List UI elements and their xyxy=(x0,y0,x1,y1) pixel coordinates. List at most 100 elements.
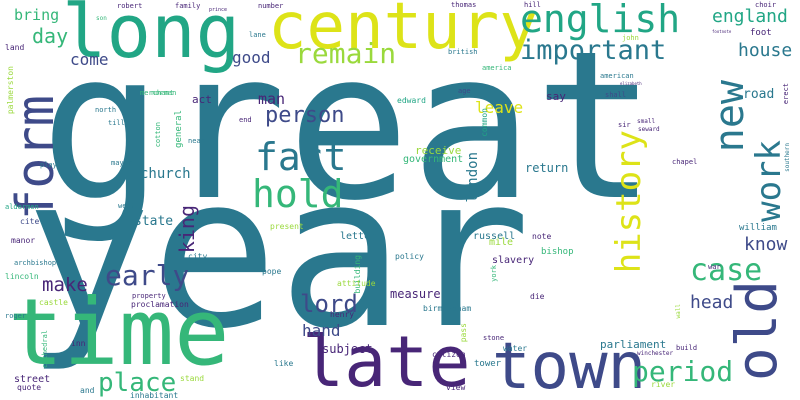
word-winchester: winchester xyxy=(637,350,674,357)
word-aldermen: aldermen xyxy=(5,203,39,211)
word-year: year xyxy=(25,130,531,375)
word-prince: prince xyxy=(209,7,228,13)
word-work: work xyxy=(749,140,789,222)
word-number: number xyxy=(258,2,284,10)
word-person: person xyxy=(265,103,345,128)
word-play: play xyxy=(40,161,57,169)
word-near: near xyxy=(188,137,205,145)
word-cite: cite xyxy=(20,217,40,226)
word-north: north xyxy=(95,106,117,114)
word-thomas: thomas xyxy=(451,1,477,9)
word-son: son xyxy=(96,15,107,22)
word-say: say xyxy=(546,90,566,103)
word-late: late xyxy=(302,321,471,400)
word-form: form xyxy=(6,95,66,221)
word-bring: bring xyxy=(14,6,60,24)
word-english: english xyxy=(520,0,681,41)
word-england: england xyxy=(712,6,788,27)
word-state: state xyxy=(134,214,174,229)
word-archbishop: archbishop xyxy=(14,259,57,267)
word-castle: castle xyxy=(39,298,68,307)
word-choir: choir xyxy=(755,1,777,9)
word-palmerston: palmerston xyxy=(6,66,15,115)
word-henry: henry xyxy=(330,310,355,319)
word-chapel: chapel xyxy=(672,158,698,166)
word-pass: pass xyxy=(459,323,468,343)
word-london: london xyxy=(465,152,481,203)
word-and: and xyxy=(80,386,95,395)
word-case: case xyxy=(690,253,763,288)
word-great: great xyxy=(40,8,658,246)
word-edward: edward xyxy=(397,96,426,105)
word-important: important xyxy=(520,35,667,66)
word-till: till xyxy=(108,119,125,127)
word-old: old xyxy=(725,280,790,382)
word-lane: lane xyxy=(249,31,266,39)
word-merchant: merchant xyxy=(140,89,174,97)
word-century: century xyxy=(268,0,538,64)
word-west: west xyxy=(118,202,135,210)
word-king: king xyxy=(175,205,199,254)
word-day: day xyxy=(32,24,69,48)
word-sir: sir xyxy=(618,121,631,129)
word-foot: foot xyxy=(750,28,772,38)
word-seward: seward xyxy=(638,126,660,133)
word-hill: hill xyxy=(524,1,541,9)
word-tower: tower xyxy=(474,359,502,369)
word-act: act xyxy=(192,93,212,106)
word-york: york xyxy=(490,265,498,282)
word-roger: roger xyxy=(5,312,27,320)
word-time: time xyxy=(8,279,230,386)
word-inhabitant: inhabitant xyxy=(130,391,179,400)
word-footnote: footnote xyxy=(712,29,732,34)
word-small: small xyxy=(637,118,656,125)
word-robert: robert xyxy=(117,2,143,10)
word-leave: leave xyxy=(475,98,524,117)
word-street: street xyxy=(14,374,51,385)
word-hold: hold xyxy=(252,172,344,216)
word-erect: erect xyxy=(782,83,790,105)
word-city: city xyxy=(188,252,208,261)
word-pope: pope xyxy=(262,267,282,276)
word-america: america xyxy=(482,64,512,72)
word-hand: hand xyxy=(302,321,341,340)
word-note: note xyxy=(532,232,552,241)
word-stone: stone xyxy=(483,334,505,342)
word-head: head xyxy=(690,292,734,313)
word-lincoln: lincoln xyxy=(5,272,39,281)
word-manor: manor xyxy=(11,236,36,245)
word-land: land xyxy=(5,43,25,52)
word-war: war xyxy=(708,263,721,271)
word-birmingham: birmingham xyxy=(423,304,472,313)
word-house: house xyxy=(738,40,793,61)
word-period: period xyxy=(632,355,734,388)
word-measure: measure xyxy=(390,287,441,301)
word-shall: shall xyxy=(605,91,627,99)
word-make: make xyxy=(42,274,88,296)
word-like: like xyxy=(274,359,294,368)
word-norman: norman xyxy=(151,89,177,97)
word-government: government xyxy=(403,154,464,165)
word-build: build xyxy=(676,344,698,352)
word-quote: quote xyxy=(17,383,42,392)
word-attitude: attitude xyxy=(337,279,376,288)
word-proclamation: proclamation xyxy=(131,300,189,309)
word-slavery: slavery xyxy=(492,255,535,266)
word-common: common xyxy=(480,108,489,137)
word-british: british xyxy=(448,48,478,56)
word-road: road xyxy=(743,87,775,102)
word-inn: inn xyxy=(71,339,86,348)
word-water: water xyxy=(503,344,528,353)
word-stand: stand xyxy=(180,374,205,383)
word-cathedral: cathedral xyxy=(41,330,49,368)
word-place: place xyxy=(98,368,177,398)
word-history: history xyxy=(609,130,649,274)
word-policy: policy xyxy=(395,252,424,261)
word-american: american xyxy=(600,72,634,80)
word-fact: fact xyxy=(255,135,347,179)
word-elizabeth: elizabeth xyxy=(620,81,642,86)
word-age: age xyxy=(458,87,471,95)
word-citizen: citizen xyxy=(432,350,466,359)
word-come: come xyxy=(70,50,109,69)
